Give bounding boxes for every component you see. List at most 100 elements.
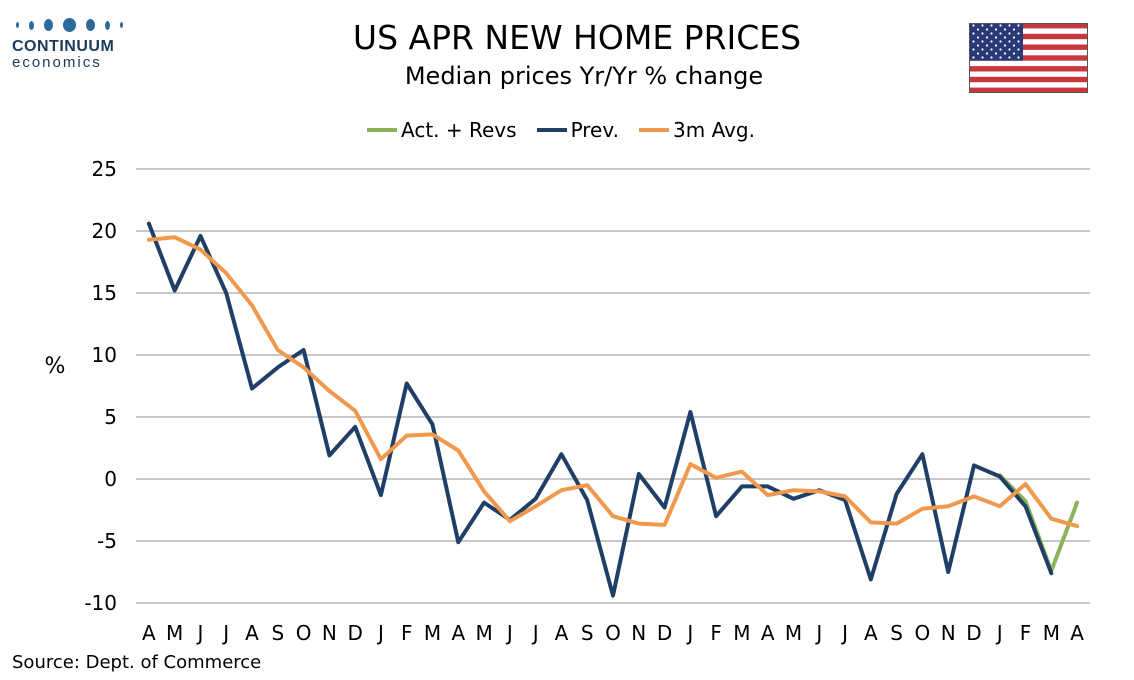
flag-star <box>1012 36 1016 39</box>
y-tick-label: 20 <box>92 219 117 243</box>
flag-star <box>972 32 975 35</box>
flag-star <box>990 48 993 51</box>
flag-star <box>994 28 998 31</box>
flag-star <box>994 52 998 55</box>
flag-star <box>976 44 980 47</box>
y-tick-label: 0 <box>104 467 117 491</box>
flag-star <box>981 40 984 43</box>
x-tick-label: M <box>166 621 183 645</box>
x-tick-label: A <box>864 621 878 645</box>
legend-item-avg: 3m Avg. <box>639 118 755 142</box>
x-tick-label: A <box>451 621 465 645</box>
legend-item-prev: Prev. <box>536 118 619 142</box>
y-axis-label: % <box>45 354 66 379</box>
flag-star <box>1008 40 1011 43</box>
logo-subtext: economics <box>12 54 102 71</box>
flag-star <box>1003 52 1007 55</box>
flag-star <box>1003 44 1007 47</box>
x-tick-label: A <box>142 621 156 645</box>
y-tick-label: 10 <box>92 343 117 367</box>
x-tick-label: M <box>733 621 750 645</box>
logo-dot <box>86 19 95 31</box>
x-tick-label: D <box>657 621 672 645</box>
flag-star <box>990 56 993 59</box>
flag-star <box>999 56 1002 59</box>
flag-star <box>999 24 1002 27</box>
flag-star <box>999 32 1002 35</box>
legend-label-act: Act. + Revs <box>401 118 517 142</box>
y-tick-label: 15 <box>92 281 117 305</box>
y-tick-label: -5 <box>97 529 117 553</box>
flag-star <box>976 28 980 31</box>
flag-star <box>990 24 993 27</box>
continuum-logo: CONTINUUM economics <box>12 14 132 71</box>
y-tick-label: -10 <box>84 591 117 615</box>
x-tick-label: M <box>475 621 492 645</box>
x-tick-label: F <box>710 621 722 645</box>
y-tick-label: 25 <box>92 157 117 181</box>
x-tick-label: O <box>915 621 931 645</box>
flag-star <box>990 40 993 43</box>
flag-star <box>981 48 984 51</box>
x-tick-label: M <box>424 621 441 645</box>
flag-star <box>976 52 980 55</box>
x-tick-label: J <box>995 621 1003 645</box>
flag-star <box>994 36 998 39</box>
flag-star <box>1017 40 1020 43</box>
flag-star <box>981 24 984 27</box>
flag-star <box>1008 32 1011 35</box>
source-note: Source: Dept. of Commerce <box>12 652 262 673</box>
y-tick-label: 5 <box>104 405 117 429</box>
flag-star <box>972 40 975 43</box>
us-flag-icon <box>969 23 1088 93</box>
x-tick-label: A <box>245 621 259 645</box>
logo-dots <box>16 14 132 36</box>
legend-label-prev: Prev. <box>570 118 619 142</box>
logo-dot <box>120 22 123 28</box>
flag-star <box>981 32 984 35</box>
x-tick-label: J <box>685 621 693 645</box>
logo-dot <box>29 20 34 30</box>
x-tick-label: F <box>401 621 413 645</box>
series-line-prev <box>146 221 1054 598</box>
flag-star <box>985 36 989 39</box>
flag-star <box>1008 48 1011 51</box>
x-tick-label: A <box>555 621 569 645</box>
x-tick-label: J <box>505 621 513 645</box>
flag-star <box>1012 44 1016 47</box>
x-tick-label: S <box>581 621 594 645</box>
flag-star <box>1012 28 1016 31</box>
flag-star <box>1017 24 1020 27</box>
logo-dot <box>16 22 19 28</box>
x-tick-label: M <box>785 621 802 645</box>
flag-star <box>972 56 975 59</box>
flag-star <box>972 24 975 27</box>
flag-star <box>985 44 989 47</box>
x-tick-label: J <box>531 621 539 645</box>
flag-star <box>1008 56 1011 59</box>
flag-star <box>981 56 984 59</box>
x-tick-label: D <box>966 621 981 645</box>
legend-swatch-prev <box>536 128 567 132</box>
x-tick-label: S <box>271 621 284 645</box>
logo-wordmark: CONTINUUM <box>12 38 115 55</box>
logo-dot <box>105 20 110 30</box>
flag-star <box>1003 36 1007 39</box>
x-tick-label: M <box>1043 621 1060 645</box>
flag-star <box>972 48 975 51</box>
logo-dot <box>44 19 53 31</box>
flag-star <box>985 28 989 31</box>
x-tick-label: S <box>890 621 903 645</box>
flag-star <box>1017 56 1020 59</box>
x-tick-label: A <box>1070 621 1084 645</box>
legend-label-avg: 3m Avg. <box>673 118 755 142</box>
flag-star <box>1012 52 1016 55</box>
chart-title: US APR NEW HOME PRICES <box>352 18 802 57</box>
x-tick-label: O <box>605 621 621 645</box>
flag-star <box>1017 48 1020 51</box>
flag-star <box>990 32 993 35</box>
flag-star <box>1008 24 1011 27</box>
x-tick-label: J <box>814 621 822 645</box>
flag-star <box>1003 28 1007 31</box>
